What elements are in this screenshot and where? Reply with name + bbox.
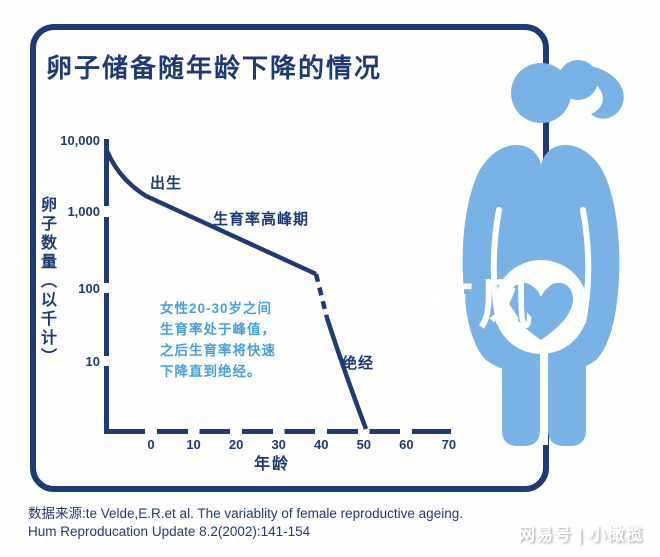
- y-tick-100: 100: [78, 281, 100, 296]
- heart-icon: [509, 282, 573, 340]
- x-tick-60: 60: [399, 437, 414, 452]
- chart-title: 卵子储备随年龄下降的情况: [46, 53, 383, 83]
- watermark-overlay-text: 有风: [420, 275, 536, 335]
- leg-gap: [540, 345, 548, 445]
- x-axis-ticks: 0 10 20 30 40 50 60 70: [136, 437, 464, 452]
- x-tick-30: 30: [271, 437, 286, 452]
- label-peak-fertility: 生育率高峰期: [213, 211, 310, 228]
- label-birth: 出生: [150, 175, 183, 192]
- x-axis-title: 年龄: [254, 456, 291, 473]
- x-tick-10: 10: [186, 437, 201, 452]
- woman-leg-left: [502, 350, 540, 446]
- woman-leg-right: [548, 350, 586, 446]
- y-tick-10000: 10,000: [60, 133, 100, 148]
- x-tick-0: 0: [147, 437, 155, 452]
- egg-reserve-curve-dashed: [313, 273, 330, 319]
- data-source-citation: 数据来源:te Velde,E.R.et al. The variablity …: [28, 506, 463, 540]
- egg-reserve-curve-solid-1: [104, 150, 317, 277]
- egg-reserve-curve-solid-2: [324, 317, 369, 430]
- fertility-annotation-text: 女性20-30岁之间 生育率处于峰值， 之后生育率将快速 下降直到绝经。: [160, 301, 276, 379]
- woman-hair-bun: [558, 60, 598, 100]
- woman-hair-swirl: [586, 66, 624, 119]
- y-tick-10: 10: [85, 354, 100, 369]
- watermark-account-name: 网易号 | 小橄榄: [518, 525, 644, 544]
- x-tick-50: 50: [356, 437, 372, 452]
- label-menopause: 绝经: [342, 355, 375, 372]
- x-tick-20: 20: [228, 437, 244, 452]
- woman-head: [511, 63, 571, 123]
- y-tick-1000: 1,000: [67, 204, 100, 219]
- x-tick-40: 40: [314, 437, 329, 452]
- x-tick-70: 70: [441, 437, 457, 452]
- y-axis-title: 卵子数量（以千计）: [38, 196, 55, 367]
